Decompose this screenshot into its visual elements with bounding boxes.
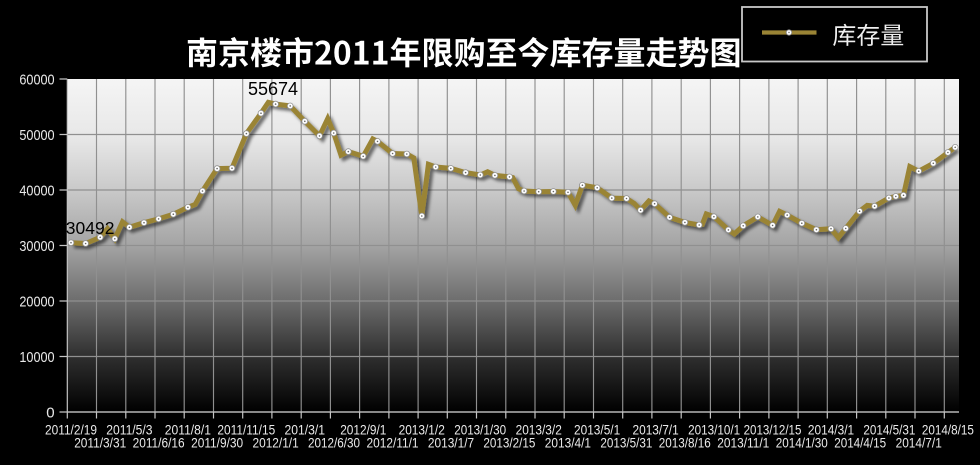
svg-text:2013/4/1: 2013/4/1 (545, 435, 591, 451)
svg-text:10000: 10000 (19, 349, 54, 366)
svg-text:2012/6/30: 2012/6/30 (308, 435, 360, 451)
svg-text:2012/9/1: 2012/9/1 (340, 421, 386, 437)
svg-text:2014/7/1: 2014/7/1 (896, 435, 942, 451)
svg-text:2013/7/1: 2013/7/1 (633, 421, 679, 437)
svg-text:2013/12/15: 2013/12/15 (744, 421, 802, 437)
svg-text:60000: 60000 (19, 71, 54, 88)
svg-text:2012/11/1: 2012/11/1 (367, 435, 419, 451)
svg-text:2011/2/19: 2011/2/19 (45, 421, 97, 437)
svg-text:201/3/1: 201/3/1 (285, 421, 326, 437)
svg-text:2012/1/1: 2012/1/1 (253, 435, 299, 451)
svg-text:2011/9/30: 2011/9/30 (191, 435, 243, 451)
svg-text:2011/11/15: 2011/11/15 (217, 421, 275, 437)
svg-text:50000: 50000 (19, 127, 54, 144)
svg-text:30492: 30492 (66, 218, 115, 238)
svg-text:2013/8/16: 2013/8/16 (659, 435, 711, 451)
svg-text:2013/1/7: 2013/1/7 (428, 435, 474, 451)
svg-text:2011/6/16: 2011/6/16 (133, 435, 185, 451)
svg-text:2013/5/31: 2013/5/31 (600, 435, 652, 451)
svg-text:2013/10/1: 2013/10/1 (688, 421, 740, 437)
svg-text:55674: 55674 (248, 79, 298, 99)
svg-text:2013/5/1: 2013/5/1 (574, 421, 620, 437)
svg-text:2014/4/15: 2014/4/15 (834, 435, 886, 451)
svg-text:2011/3/31: 2011/3/31 (74, 435, 126, 451)
svg-text:2011/8/1: 2011/8/1 (165, 421, 211, 437)
svg-text:2014/5/31: 2014/5/31 (863, 421, 915, 437)
svg-text:30000: 30000 (19, 238, 54, 255)
svg-text:2014/1/30: 2014/1/30 (776, 435, 828, 451)
svg-text:40000: 40000 (19, 182, 54, 199)
svg-text:2013/3/2: 2013/3/2 (516, 421, 562, 437)
svg-text:0: 0 (46, 404, 54, 421)
svg-text:2013/1/30: 2013/1/30 (454, 421, 506, 437)
svg-text:2013/11/1: 2013/11/1 (717, 435, 769, 451)
svg-text:20000: 20000 (19, 293, 54, 310)
svg-text:2013/1/2: 2013/1/2 (399, 421, 445, 437)
svg-text:2013/2/15: 2013/2/15 (483, 435, 535, 451)
svg-text:2014/3/1: 2014/3/1 (808, 421, 854, 437)
svg-text:2011/5/3: 2011/5/3 (106, 421, 152, 437)
svg-text:2014/8/15: 2014/8/15 (922, 421, 974, 437)
